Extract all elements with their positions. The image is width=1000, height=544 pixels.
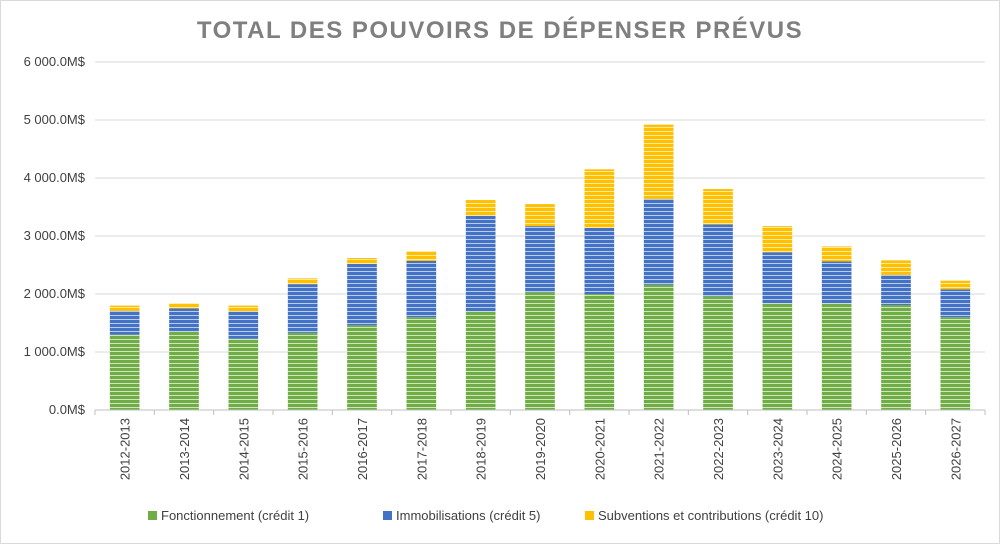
legend-swatch <box>383 511 392 520</box>
legend-swatch <box>585 511 594 520</box>
bar-segment-fonctionnement <box>347 325 377 410</box>
bar-segment-immobilisations <box>109 310 140 335</box>
bar-segment-immobilisations <box>465 215 496 312</box>
bar-segment-immobilisations <box>940 289 971 318</box>
bar-segment-subventions <box>643 124 674 199</box>
y-tick-label: 6 000.0M$ <box>24 54 86 69</box>
bar-segment-subventions <box>881 260 911 275</box>
x-tick-label: 2012-2013 <box>118 418 133 480</box>
bar-segment-immobilisations <box>228 311 259 339</box>
bar-segment-subventions <box>465 200 496 216</box>
y-tick-label: 0.0M$ <box>49 402 86 417</box>
x-tick-label: 2022-2023 <box>711 418 726 480</box>
bar-segment-immobilisations <box>821 261 852 304</box>
bar-segment-fonctionnement <box>821 303 852 410</box>
bar-segment-fonctionnement <box>228 338 259 410</box>
y-tick-label: 1 000.0M$ <box>24 344 86 359</box>
bar-segment-fonctionnement <box>465 311 496 410</box>
x-axis-tick-labels: 2012-2013 2013-2014 2014-2015 2015-2016 2016… <box>118 418 964 480</box>
x-tick-label: 2017-2018 <box>414 418 429 480</box>
bar-segment-fonctionnement <box>584 294 615 410</box>
x-tick-label: 2023-2024 <box>770 418 785 480</box>
bar-segment-fonctionnement <box>169 331 199 410</box>
x-tick-label: 2020-2021 <box>592 418 607 480</box>
bar-segment-immobilisations <box>169 308 199 332</box>
y-tick-label: 5 000.0M$ <box>24 112 86 127</box>
bar-segment-fonctionnement <box>406 317 437 410</box>
bar-segment-fonctionnement <box>287 332 318 410</box>
bar-segment-immobilisations <box>347 263 377 326</box>
legend-label: Subventions et contributions (crédit 10) <box>598 508 823 523</box>
bar-segment-subventions <box>406 251 437 261</box>
bars <box>109 124 971 410</box>
bar-segment-fonctionnement <box>643 284 674 410</box>
x-tick-label: 2018-2019 <box>474 418 489 480</box>
x-axis <box>94 409 986 415</box>
x-tick-label: 2015-2016 <box>296 418 311 480</box>
y-tick-label: 4 000.0M$ <box>24 170 86 185</box>
bar-segment-immobilisations <box>703 224 733 297</box>
bar-segment-subventions <box>703 189 733 225</box>
bar-segment-subventions <box>762 226 793 253</box>
bar-segment-immobilisations <box>287 284 318 333</box>
bar-segment-subventions <box>287 278 318 285</box>
legend-label: Immobilisations (crédit 5) <box>396 508 541 523</box>
bar-segment-immobilisations <box>406 260 437 318</box>
x-tick-label: 2026-2027 <box>948 418 963 480</box>
bar-segment-subventions <box>109 305 140 311</box>
bar-segment-subventions <box>940 280 971 290</box>
bar-segment-immobilisations <box>584 227 615 294</box>
bar-segment-subventions <box>347 258 377 264</box>
bar-segment-immobilisations <box>881 274 911 306</box>
bar-segment-fonctionnement <box>762 303 793 410</box>
bar-segment-fonctionnement <box>703 296 733 410</box>
bar-segment-subventions <box>525 204 555 227</box>
chart-title: TOTAL DES POUVOIRS DE DÉPENSER PRÉVUS <box>197 16 803 44</box>
legend-label: Fonctionnement (crédit 1) <box>161 508 309 523</box>
bar-segment-fonctionnement <box>940 317 971 410</box>
bar-segment-subventions <box>169 303 199 309</box>
x-tick-label: 2013-2014 <box>177 418 192 480</box>
x-tick-label: 2016-2017 <box>355 418 370 480</box>
bar-segment-immobilisations <box>762 252 793 304</box>
bar-segment-subventions <box>228 305 259 312</box>
x-tick-label: 2019-2020 <box>533 418 548 480</box>
bar-segment-fonctionnement <box>109 334 140 410</box>
x-tick-label: 2021-2022 <box>652 418 667 480</box>
bar-segment-subventions <box>584 169 615 228</box>
y-tick-label: 2 000.0M$ <box>24 286 86 301</box>
x-tick-label: 2025-2026 <box>889 418 904 480</box>
legend: Fonctionnement (crédit 1) Immobilisations… <box>148 508 823 523</box>
y-tick-label: 3 000.0M$ <box>24 228 86 243</box>
x-tick-label: 2024-2025 <box>830 418 845 480</box>
legend-swatch <box>148 511 157 520</box>
bar-segment-subventions <box>821 246 852 262</box>
bar-segment-immobilisations <box>525 226 555 293</box>
bar-segment-fonctionnement <box>881 305 911 410</box>
bar-segment-immobilisations <box>643 198 674 285</box>
y-axis-tick-labels: 0.0M$ 1 000.0M$ 2 000.0M$ 3 000.0M$ 4 000.0M… <box>24 54 86 417</box>
bar-segment-fonctionnement <box>525 292 555 410</box>
x-tick-label: 2014-2015 <box>236 418 251 480</box>
